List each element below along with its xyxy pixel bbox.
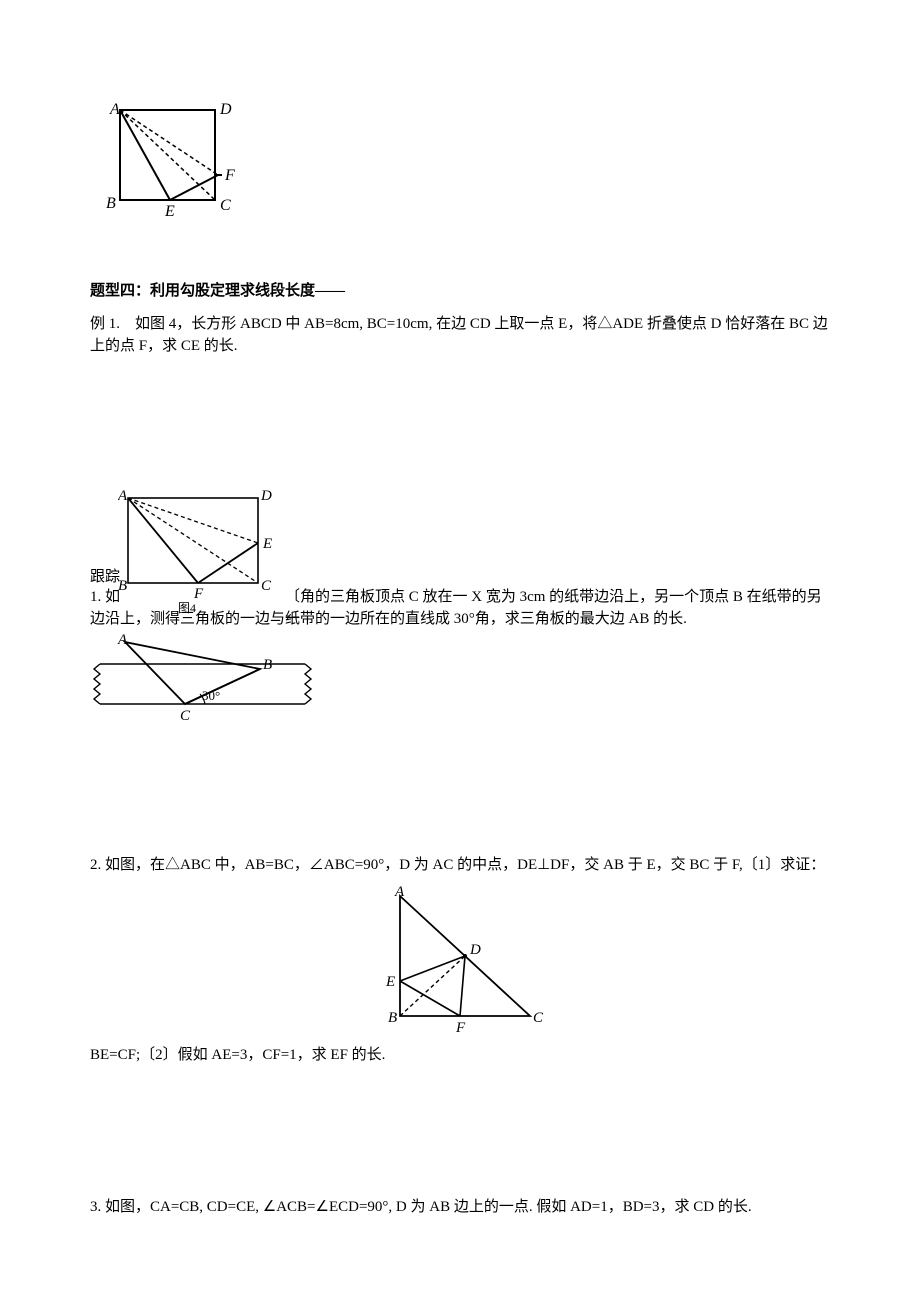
section-header: 题型四：利用勾股定理求线段长度—— [90, 280, 830, 303]
follow-row: 跟踪 A D B C E F 图4 1. 如 〔角的三角板顶点 C 放在一 X … [90, 488, 830, 628]
fig2-label-F: F [193, 586, 204, 602]
figure-1: A D B C E F [90, 100, 830, 220]
fig2-label-E: E [262, 536, 272, 552]
fig2-label-C: C [261, 578, 272, 594]
figure-4-svg: A B C D E F [360, 886, 560, 1036]
figure-4: A B C D E F [90, 886, 830, 1044]
figure-2-svg: A D B C E F 图4 [118, 488, 278, 618]
fig1-label-C: C [220, 197, 231, 214]
figure-1-svg: A D B C E F [90, 100, 240, 220]
example1-text: 例 1. 如图 4，长方形 ABCD 中 AB=8cm, BC=10cm, 在边… [90, 313, 830, 358]
q2-line2: BE=CF;〔2〕假如 AE=3，CF=1，求 EF 的长. [90, 1044, 830, 1067]
fig3-label-B: B [263, 657, 272, 673]
figure-3: A B C 30° [90, 634, 830, 734]
figure-3-svg: A B C 30° [90, 634, 320, 734]
fig3-label-angle2: 30° [202, 688, 220, 703]
fig3-label-A: A [117, 634, 128, 648]
q2-line1: 2. 如图，在△ABC 中，AB=BC，∠ABC=90°，D 为 AC 的中点，… [90, 854, 830, 877]
fig1-label-F: F [224, 167, 235, 184]
fig2-label-A: A [118, 488, 128, 504]
follow1-line2: 边沿上，测得三角板的一边与纸带的一边所在的直线成 30°角，求三角板的最大边 A… [90, 608, 830, 631]
fig4-label-A: A [394, 886, 405, 900]
fig4-label-F: F [455, 1020, 466, 1036]
fig4-label-C: C [533, 1010, 544, 1026]
fig2-label-D: D [260, 488, 272, 504]
fig1-label-D: D [219, 101, 232, 118]
fig4-label-D: D [469, 942, 481, 958]
fig4-label-E: E [385, 974, 395, 990]
fig1-label-A: A [109, 101, 120, 118]
fig4-label-B: B [388, 1010, 397, 1026]
fig3-label-C: C [180, 708, 191, 724]
follow1-line1-left: 1. 如 [90, 586, 120, 609]
fig1-label-E: E [164, 203, 175, 220]
fig1-label-B: B [106, 195, 116, 212]
q3-text: 3. 如图，CA=CB, CD=CE, ∠ACB=∠ECD=90°, D 为 A… [90, 1196, 830, 1219]
